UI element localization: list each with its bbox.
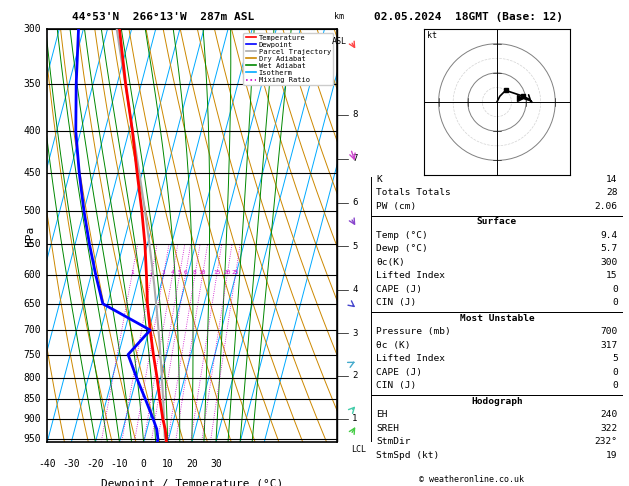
- Text: km: km: [335, 12, 344, 21]
- Text: CIN (J): CIN (J): [376, 298, 416, 307]
- Text: 400: 400: [24, 126, 42, 137]
- Text: 1: 1: [130, 270, 134, 276]
- Text: 0: 0: [612, 381, 618, 390]
- Text: 0: 0: [612, 285, 618, 294]
- Text: 3: 3: [352, 329, 357, 338]
- Text: kt: kt: [427, 31, 437, 40]
- Text: CAPE (J): CAPE (J): [376, 368, 422, 377]
- Text: 322: 322: [601, 424, 618, 433]
- Text: 19: 19: [606, 451, 618, 460]
- Text: Dewp (°C): Dewp (°C): [376, 244, 428, 253]
- Text: 600: 600: [24, 270, 42, 280]
- Text: 30: 30: [210, 459, 222, 469]
- Legend: Temperature, Dewpoint, Parcel Trajectory, Dry Adiabat, Wet Adiabat, Isotherm, Mi: Temperature, Dewpoint, Parcel Trajectory…: [243, 33, 333, 85]
- Text: 300: 300: [601, 258, 618, 267]
- Text: Surface: Surface: [477, 217, 517, 226]
- Text: -30: -30: [62, 459, 80, 469]
- Text: © weatheronline.co.uk: © weatheronline.co.uk: [420, 474, 524, 484]
- Text: 317: 317: [601, 341, 618, 349]
- Text: 450: 450: [24, 168, 42, 178]
- Text: 6: 6: [184, 270, 187, 276]
- Text: θc(K): θc(K): [376, 258, 405, 267]
- Text: 10: 10: [199, 270, 206, 276]
- Text: 4: 4: [352, 285, 357, 295]
- Text: 8: 8: [193, 270, 197, 276]
- Text: 0: 0: [612, 298, 618, 307]
- Text: 5: 5: [352, 242, 357, 251]
- Bar: [371, 216, 623, 312]
- Text: Lifted Index: Lifted Index: [376, 354, 445, 363]
- Text: EH: EH: [376, 410, 387, 419]
- Text: 950: 950: [24, 434, 42, 444]
- Text: -20: -20: [87, 459, 104, 469]
- Text: LCL: LCL: [351, 445, 365, 454]
- Text: 3: 3: [162, 270, 165, 276]
- Text: 25: 25: [231, 270, 239, 276]
- Text: 28: 28: [606, 188, 618, 197]
- Bar: [371, 312, 623, 395]
- Text: 9.4: 9.4: [601, 230, 618, 240]
- Text: 7: 7: [352, 154, 357, 163]
- Text: Temp (°C): Temp (°C): [376, 230, 428, 240]
- Bar: [371, 395, 623, 461]
- Text: 700: 700: [601, 327, 618, 336]
- Text: 500: 500: [24, 206, 42, 216]
- Text: ASL: ASL: [332, 37, 347, 47]
- Text: 20: 20: [186, 459, 198, 469]
- Text: θc (K): θc (K): [376, 341, 411, 349]
- Text: 2: 2: [352, 371, 357, 380]
- Text: 900: 900: [24, 415, 42, 424]
- Bar: [371, 172, 623, 216]
- Text: -40: -40: [38, 459, 56, 469]
- Text: SREH: SREH: [376, 424, 399, 433]
- Text: 850: 850: [24, 394, 42, 404]
- Text: Most Unstable: Most Unstable: [460, 313, 534, 323]
- Text: Pressure (mb): Pressure (mb): [376, 327, 451, 336]
- Text: 5.7: 5.7: [601, 244, 618, 253]
- Text: Lifted Index: Lifted Index: [376, 271, 445, 280]
- Text: 800: 800: [24, 372, 42, 382]
- Text: Dewpoint / Temperature (°C): Dewpoint / Temperature (°C): [101, 479, 283, 486]
- Text: 44°53'N  266°13'W  287m ASL: 44°53'N 266°13'W 287m ASL: [72, 12, 255, 22]
- Text: Hodograph: Hodograph: [471, 397, 523, 405]
- Text: 5: 5: [612, 354, 618, 363]
- Text: 550: 550: [24, 240, 42, 249]
- Text: 10: 10: [162, 459, 174, 469]
- Text: PW (cm): PW (cm): [376, 202, 416, 211]
- Text: 300: 300: [24, 24, 42, 34]
- Text: -10: -10: [111, 459, 128, 469]
- Text: 5: 5: [177, 270, 181, 276]
- Text: 2: 2: [150, 270, 153, 276]
- Text: 232°: 232°: [594, 437, 618, 446]
- Text: 700: 700: [24, 325, 42, 335]
- Text: CIN (J): CIN (J): [376, 381, 416, 390]
- Text: 8: 8: [352, 110, 357, 120]
- Text: K: K: [376, 174, 382, 184]
- Text: 20: 20: [223, 270, 231, 276]
- Text: StmSpd (kt): StmSpd (kt): [376, 451, 440, 460]
- Text: 15: 15: [606, 271, 618, 280]
- Text: 750: 750: [24, 349, 42, 360]
- Text: 240: 240: [601, 410, 618, 419]
- Text: 4: 4: [170, 270, 174, 276]
- Text: 02.05.2024  18GMT (Base: 12): 02.05.2024 18GMT (Base: 12): [374, 12, 563, 22]
- Text: 0: 0: [141, 459, 147, 469]
- Text: 1: 1: [352, 414, 357, 423]
- Text: CAPE (J): CAPE (J): [376, 285, 422, 294]
- Text: 15: 15: [213, 270, 220, 276]
- Text: 14: 14: [606, 174, 618, 184]
- Text: Totals Totals: Totals Totals: [376, 188, 451, 197]
- Text: 350: 350: [24, 79, 42, 89]
- Text: 6: 6: [352, 198, 357, 207]
- Text: 650: 650: [24, 299, 42, 309]
- Text: hPa: hPa: [25, 226, 35, 246]
- Text: 2.06: 2.06: [594, 202, 618, 211]
- Text: StmDir: StmDir: [376, 437, 411, 446]
- Text: 0: 0: [612, 368, 618, 377]
